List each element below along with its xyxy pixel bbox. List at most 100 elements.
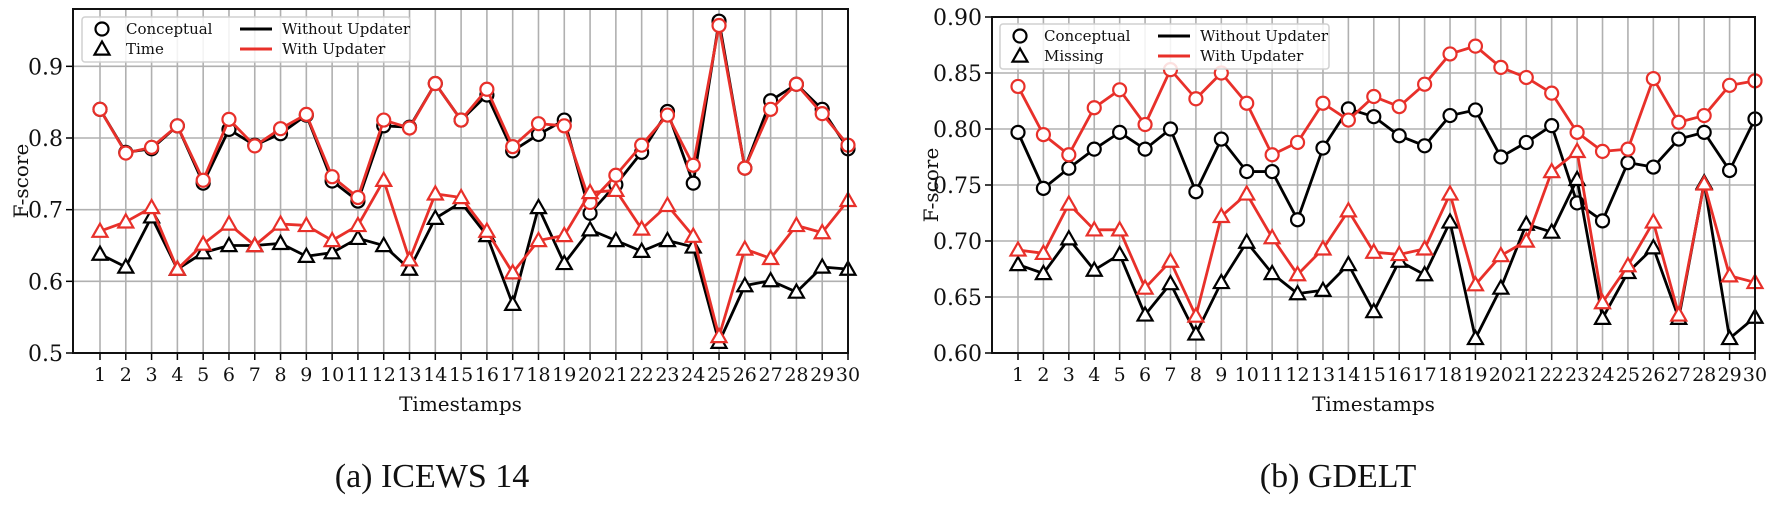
data-point — [580, 220, 600, 237]
data-point — [1162, 121, 1179, 137]
data-point — [425, 184, 445, 201]
data-point — [1491, 278, 1511, 295]
data-point — [1315, 95, 1331, 111]
data-point — [1518, 134, 1534, 151]
data-point — [530, 116, 547, 132]
x-tick-label: 7 — [1164, 364, 1176, 386]
data-point — [143, 139, 160, 155]
data-point — [787, 215, 806, 233]
data-point — [1389, 244, 1409, 262]
data-point — [1061, 147, 1077, 163]
data-point — [1059, 229, 1079, 246]
data-point — [296, 246, 316, 263]
data-point — [142, 197, 161, 215]
data-point — [658, 195, 677, 213]
series-time-without-updater — [90, 192, 858, 349]
data-point — [1721, 77, 1738, 93]
series-missing-without-updater — [1008, 169, 1765, 346]
x-tick-label: 10 — [320, 364, 344, 386]
data-point — [1289, 134, 1306, 151]
x-tick-label: 12 — [372, 364, 396, 386]
data-point — [298, 106, 314, 122]
data-point — [1594, 143, 1611, 159]
data-point — [1264, 147, 1280, 163]
x-tick-label: 21 — [1514, 364, 1538, 386]
x-axis-label: Timestamps — [399, 392, 522, 416]
data-point — [1110, 220, 1130, 237]
data-point — [1696, 124, 1712, 140]
data-point — [1364, 242, 1384, 259]
x-tick-label: 20 — [578, 364, 602, 386]
data-point — [1567, 141, 1587, 159]
y-tick-label: 0.6 — [28, 270, 63, 295]
data-point — [554, 225, 574, 243]
data-point — [685, 157, 701, 173]
data-point — [1620, 155, 1636, 171]
data-point — [812, 257, 832, 274]
data-point — [1721, 162, 1738, 179]
data-point — [1440, 212, 1460, 229]
data-point — [1516, 214, 1536, 231]
data-point — [1338, 201, 1358, 218]
x-tick-label: 23 — [655, 364, 679, 386]
x-tick-label: 9 — [300, 364, 312, 386]
data-point — [245, 235, 265, 253]
data-point — [632, 219, 652, 236]
x-tick-label: 9 — [1215, 364, 1227, 386]
data-point — [709, 326, 729, 344]
x-tick-label: 24 — [681, 364, 705, 386]
data-point — [324, 169, 340, 185]
data-point — [1569, 124, 1585, 140]
data-point — [1671, 114, 1687, 130]
data-point — [1313, 239, 1333, 256]
data-point — [659, 107, 676, 123]
data-point — [1593, 308, 1612, 326]
data-point — [606, 180, 626, 198]
series-conceptual-with-updater — [1010, 38, 1763, 163]
data-point — [1518, 69, 1534, 86]
data-point — [453, 112, 469, 128]
legend-label: Conceptual — [1044, 27, 1131, 45]
data-point — [1034, 243, 1053, 261]
data-point — [1417, 138, 1433, 154]
plot-frame — [991, 16, 1756, 354]
data-point — [1264, 163, 1280, 180]
data-point — [658, 230, 677, 248]
data-point — [90, 221, 110, 238]
data-point — [1671, 131, 1687, 147]
data-point — [193, 234, 213, 251]
x-tick-label: 28 — [1692, 364, 1716, 386]
data-point — [1061, 160, 1077, 176]
legend-label: Missing — [1044, 47, 1104, 65]
x-tick-label: 7 — [249, 364, 261, 386]
chart-1: 0.600.650.700.750.800.850.901 2 3 4 5 6 7 8 9 10 1… — [919, 6, 1767, 416]
data-point — [1188, 184, 1204, 200]
x-tick-label: 19 — [1463, 364, 1487, 386]
data-point — [1542, 161, 1562, 179]
data-point — [167, 259, 187, 276]
y-axis-label: F-score — [919, 148, 943, 223]
data-point — [1544, 85, 1560, 101]
x-tick-label: 13 — [1311, 364, 1335, 386]
series-time-with-updater — [90, 170, 858, 344]
series-line — [99, 178, 850, 338]
x-tick-label: 29 — [810, 364, 834, 386]
data-point — [735, 275, 755, 293]
data-point — [374, 235, 394, 253]
data-point — [477, 221, 497, 238]
legend-triangle-icon — [1010, 46, 1030, 63]
data-point — [322, 242, 342, 260]
data-point — [529, 197, 548, 215]
x-tick-label: 29 — [1717, 364, 1741, 386]
x-tick-label: 16 — [475, 364, 499, 386]
series-conceptual-with-updater — [92, 17, 856, 211]
data-point — [1112, 82, 1128, 98]
x-tick-label: 30 — [836, 364, 860, 386]
data-point — [685, 175, 701, 191]
data-point — [1491, 245, 1511, 263]
data-point — [1211, 206, 1231, 224]
x-tick-label: 26 — [733, 364, 757, 386]
y-tick-label: 0.70 — [933, 230, 982, 255]
y-tick-label: 0.60 — [933, 342, 982, 367]
data-point — [761, 270, 781, 288]
